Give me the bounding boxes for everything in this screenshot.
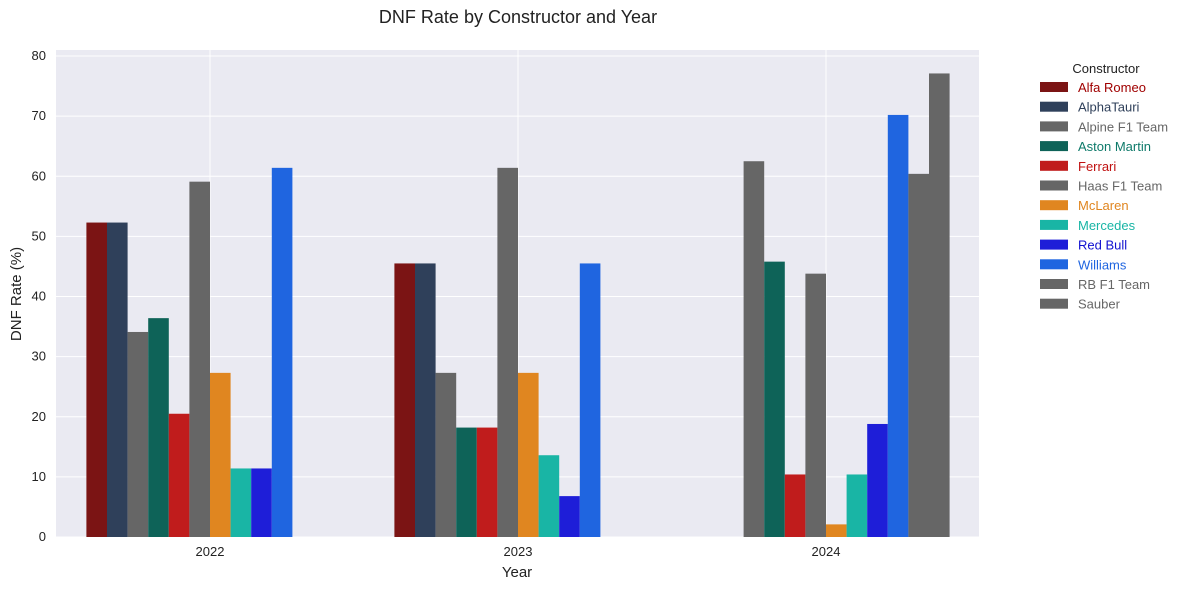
legend-label-williams: Williams	[1078, 257, 1127, 272]
bar-sauber-2024	[929, 73, 950, 537]
y-tick-label: 70	[32, 108, 46, 123]
bar-red-bull-2024	[867, 423, 888, 537]
y-tick-label: 40	[32, 289, 46, 304]
y-tick-label: 0	[39, 529, 46, 544]
bar-williams-2022	[271, 167, 293, 537]
legend-label-alpine-f1-team: Alpine F1 Team	[1078, 119, 1168, 134]
legend-label-alfa-romeo: Alfa Romeo	[1078, 80, 1146, 95]
legend-swatch-red-bull	[1040, 239, 1068, 250]
legend-swatch-aston-martin	[1040, 141, 1068, 152]
legend-label-haas-f1-team: Haas F1 Team	[1078, 179, 1162, 194]
bar-alfa-romeo-2023	[394, 263, 415, 537]
bar-mercedes-2024	[846, 474, 868, 537]
y-axis-label: DNF Rate (%)	[8, 247, 25, 341]
legend-title: Constructor	[1072, 61, 1140, 76]
x-tick-labels: 2022 2023 2024	[196, 544, 841, 559]
legend-label-red-bull: Red Bull	[1078, 238, 1127, 253]
legend-swatch-rb-f1-team	[1040, 279, 1068, 289]
bar-aston-martin-2023	[456, 427, 477, 537]
legend-label-sauber: Sauber	[1078, 297, 1121, 312]
bar-alfa-romeo-2022	[86, 222, 107, 537]
chart-title: DNF Rate by Constructor and Year	[379, 7, 657, 27]
x-tick-label: 2023	[504, 544, 533, 559]
bar-mercedes-2023	[538, 455, 560, 537]
legend-swatch-mclaren	[1040, 200, 1068, 211]
bar-mercedes-2022	[230, 468, 252, 537]
legend-label-ferrari: Ferrari	[1078, 159, 1116, 174]
legend-swatch-alfa-romeo	[1040, 82, 1068, 92]
y-tick-label: 20	[32, 409, 46, 424]
bars-group	[86, 73, 950, 538]
bar-alpine-f1-team-2023	[435, 372, 457, 537]
bar-haas-f1-team-2024	[805, 273, 826, 537]
bar-red-bull-2022	[251, 468, 272, 537]
bar-ferrari-2022	[168, 413, 190, 537]
bar-haas-f1-team-2023	[497, 167, 518, 537]
y-tick-label: 80	[32, 48, 46, 63]
legend-swatch-haas-f1-team	[1040, 180, 1068, 191]
legend-swatch-alpine-f1-team	[1040, 121, 1068, 132]
bar-ferrari-2023	[476, 427, 498, 537]
bar-williams-2023	[579, 263, 601, 537]
y-tick-label: 30	[32, 349, 46, 364]
legend-swatch-williams	[1040, 259, 1068, 270]
bar-ferrari-2024	[784, 474, 806, 537]
legend: Constructor Alfa Romeo AlphaTauri Alpine F…	[1040, 61, 1168, 312]
x-axis-label: Year	[502, 564, 532, 581]
x-tick-label: 2024	[812, 544, 841, 559]
y-tick-labels: 0 10 20 30 40 50 60 70 80	[32, 48, 46, 544]
y-tick-label: 60	[32, 168, 46, 183]
bar-williams-2024	[887, 114, 909, 537]
legend-swatch-sauber	[1040, 298, 1068, 309]
bar-rb-f1-team-2024	[908, 173, 929, 538]
legend-swatch-alphatauri	[1040, 101, 1068, 112]
bar-alphatauri-2022	[107, 222, 128, 537]
legend-label-aston-martin: Aston Martin	[1078, 139, 1151, 154]
x-tick-label: 2022	[196, 544, 225, 559]
y-tick-label: 10	[32, 469, 46, 484]
bar-alpine-f1-team-2024	[743, 161, 765, 537]
legend-label-mercedes: Mercedes	[1078, 218, 1136, 233]
legend-swatch-mercedes	[1040, 219, 1068, 230]
bar-alpine-f1-team-2022	[127, 331, 149, 537]
bar-mclaren-2024	[826, 524, 847, 537]
bar-alphatauri-2023	[415, 263, 436, 537]
bar-red-bull-2023	[559, 496, 580, 537]
legend-label-alphatauri: AlphaTauri	[1078, 100, 1140, 115]
legend-label-mclaren: McLaren	[1078, 198, 1129, 213]
legend-label-rb-f1-team: RB F1 Team	[1078, 277, 1150, 292]
bar-aston-martin-2024	[764, 261, 785, 537]
bar-aston-martin-2022	[148, 318, 169, 537]
bar-haas-f1-team-2022	[189, 181, 210, 538]
legend-swatch-ferrari	[1040, 160, 1068, 171]
y-tick-label: 50	[32, 228, 46, 243]
bar-mclaren-2023	[518, 372, 539, 537]
bar-mclaren-2022	[210, 372, 231, 537]
